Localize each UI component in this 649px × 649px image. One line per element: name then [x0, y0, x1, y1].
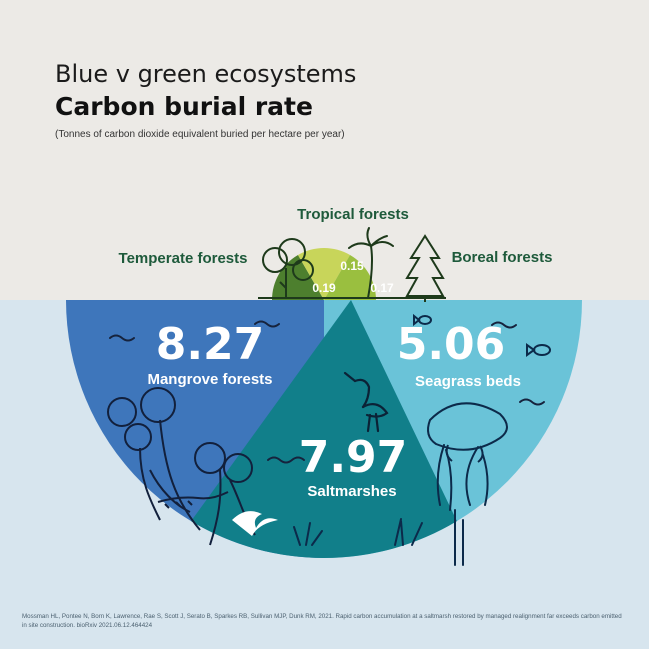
source-citation: Mossman HL, Pontee N, Born K, Lawrence, …: [22, 613, 622, 629]
temperate-forests-label: Temperate forests: [119, 250, 248, 267]
fish-icon: [413, 313, 551, 357]
page-title: Blue v green ecosystems: [55, 60, 357, 88]
boreal-value: 0.17: [370, 281, 394, 295]
palm-tree-icon: [348, 227, 394, 299]
saltmarsh-value: 7.97: [299, 432, 408, 483]
temperate-value: 0.19: [312, 281, 336, 295]
saltmarsh-label: Saltmarshes: [307, 483, 396, 500]
wave-lines: [109, 320, 545, 464]
boreal-forests-wedge: [324, 255, 376, 300]
boreal-forests-label: Boreal forests: [452, 249, 553, 266]
crocodile-icon: [157, 491, 229, 509]
mangrove-value: 8.27: [156, 319, 265, 370]
heron-icon: [343, 371, 389, 433]
tropical-forests-wedge: [298, 248, 350, 300]
mangrove-tree-icon: [107, 387, 256, 546]
chart-title: Carbon burial rate: [55, 92, 313, 121]
tropical-value: 0.15: [340, 259, 364, 273]
wave-splash-icon: [232, 511, 278, 536]
seagrass-label: Seagrass beds: [415, 373, 521, 390]
seagrass-plants: [293, 444, 489, 566]
temperate-tree-icon: [262, 238, 314, 298]
conifer-tree-icon: [405, 234, 445, 302]
chart-subtitle: (Tonnes of carbon dioxide equivalent bur…: [55, 129, 345, 140]
tropical-forests-label: Tropical forests: [297, 206, 409, 223]
mangrove-label: Mangrove forests: [147, 371, 272, 388]
saltmarshes-wedge: [191, 300, 457, 558]
seagrass-value: 5.06: [397, 319, 506, 370]
